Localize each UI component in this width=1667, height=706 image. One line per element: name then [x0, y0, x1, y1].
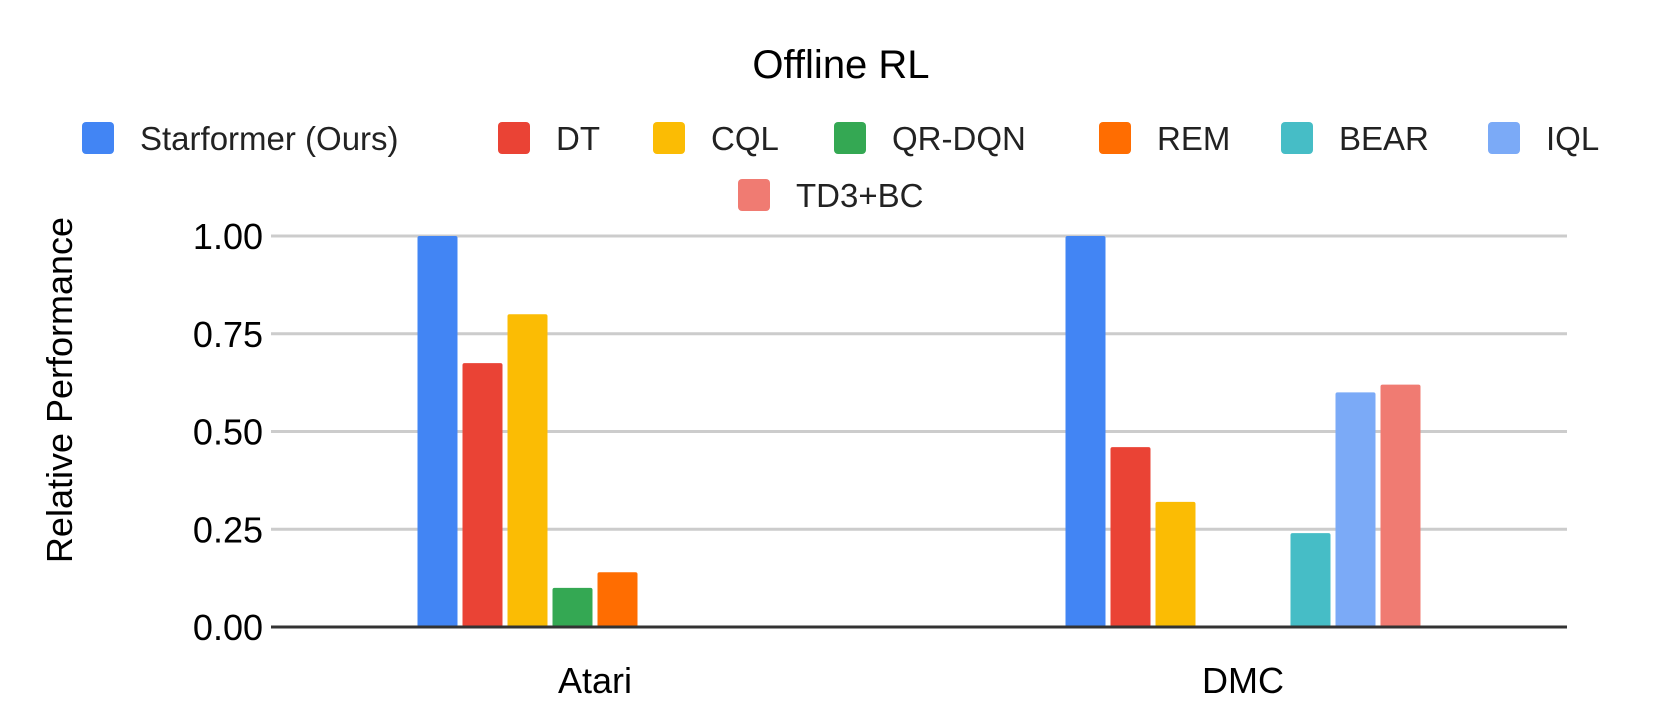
bar — [597, 572, 638, 627]
x-category-label: Atari — [558, 660, 632, 701]
bar — [1380, 384, 1421, 627]
legend-swatch — [834, 122, 866, 154]
bar — [552, 587, 593, 627]
bar — [462, 363, 503, 627]
bar — [1065, 236, 1106, 627]
legend-swatch — [1281, 122, 1313, 154]
bar — [1110, 447, 1151, 627]
y-tick-label: 0.50 — [193, 412, 263, 453]
legend-swatch — [82, 122, 114, 154]
legend-swatch — [1099, 122, 1131, 154]
legend-label: Starformer (Ours) — [140, 120, 399, 157]
y-tick-label: 0.75 — [193, 314, 263, 355]
legend-label: BEAR — [1339, 120, 1429, 157]
legend-swatch — [1488, 122, 1520, 154]
legend-swatch — [498, 122, 530, 154]
bars — [417, 236, 1421, 627]
y-tick-label: 1.00 — [193, 216, 263, 257]
bar — [417, 236, 458, 627]
y-tick-label: 0.00 — [193, 607, 263, 648]
bar — [507, 314, 548, 627]
bar — [1335, 392, 1376, 627]
legend-label: IQL — [1546, 120, 1599, 157]
bar — [1290, 533, 1331, 627]
x-axis-categories: Atari DMC — [558, 660, 1284, 701]
legend-label: DT — [556, 120, 600, 157]
x-category-label: DMC — [1202, 660, 1284, 701]
bar — [1155, 501, 1196, 627]
legend-label: QR-DQN — [892, 120, 1026, 157]
legend: Starformer (Ours) DT CQL QR-DQN REM BEAR IQL TD… — [82, 120, 1599, 214]
chart-title: Offline RL — [752, 43, 929, 87]
legend-label: TD3+BC — [796, 177, 923, 214]
legend-swatch — [738, 179, 770, 211]
y-tick-label: 0.25 — [193, 509, 263, 550]
y-axis-ticks: 0.00 0.25 0.50 0.75 1.00 — [193, 216, 263, 648]
legend-label: REM — [1157, 120, 1230, 157]
legend-swatch — [653, 122, 685, 154]
legend-label: CQL — [711, 120, 779, 157]
y-axis-label: Relative Performance — [39, 217, 80, 563]
